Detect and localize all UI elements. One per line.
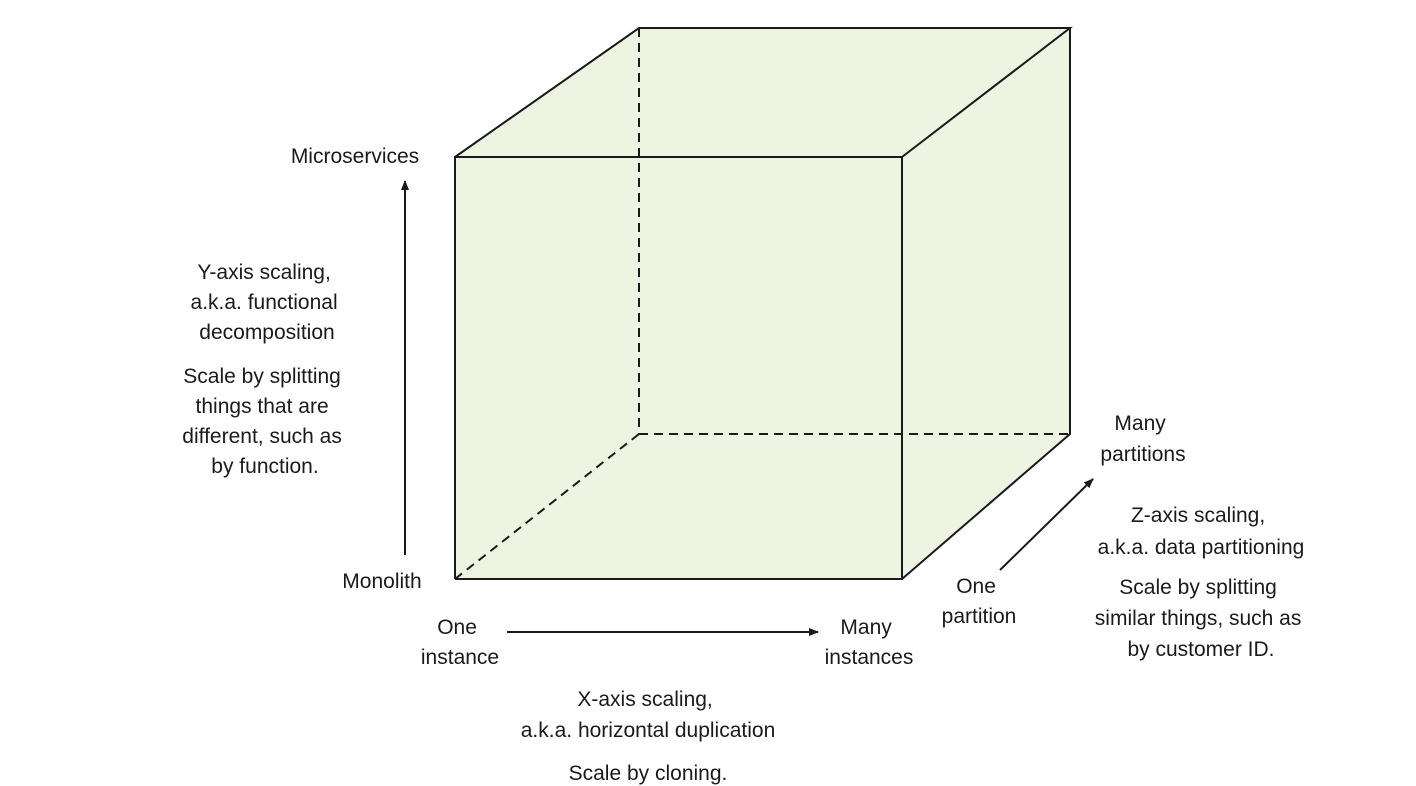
cube xyxy=(454,27,1073,580)
x-axis-start-label: One instance xyxy=(421,616,499,669)
cube-top-edges xyxy=(454,27,1073,158)
cube-front-face xyxy=(455,157,902,579)
y-axis: Microservices Monolith Y-axis scaling, a… xyxy=(182,145,421,593)
z-axis: One partition Many partitions Z-axis sca… xyxy=(942,412,1307,661)
y-axis-bottom-label: Monolith xyxy=(342,570,421,593)
cube-hidden-edge-diagonal xyxy=(454,433,640,580)
y-axis-top-label: Microservices xyxy=(291,145,419,168)
x-axis: One instance Many instances X-axis scali… xyxy=(421,616,913,785)
y-axis-description: Scale by splitting things that are diffe… xyxy=(182,365,347,478)
x-axis-title: X-axis scaling, a.k.a. horizontal duplic… xyxy=(521,688,776,742)
cube-top-face xyxy=(455,28,1070,157)
x-axis-end-label: Many instances xyxy=(825,616,914,669)
z-axis-start-label: One partition xyxy=(942,575,1017,628)
y-axis-title: Y-axis scaling, a.k.a. functional decomp… xyxy=(191,261,344,344)
z-axis-end-label: Many partitions xyxy=(1100,412,1185,466)
z-axis-arrow xyxy=(999,478,1094,571)
cube-right-edges xyxy=(901,28,1071,580)
cube-right-face xyxy=(902,28,1070,579)
x-axis-description: Scale by cloning. xyxy=(569,762,728,785)
z-axis-description: Scale by splitting similar things, such … xyxy=(1095,576,1307,661)
z-axis-title: Z-axis scaling, a.k.a. data partitioning xyxy=(1098,504,1305,559)
